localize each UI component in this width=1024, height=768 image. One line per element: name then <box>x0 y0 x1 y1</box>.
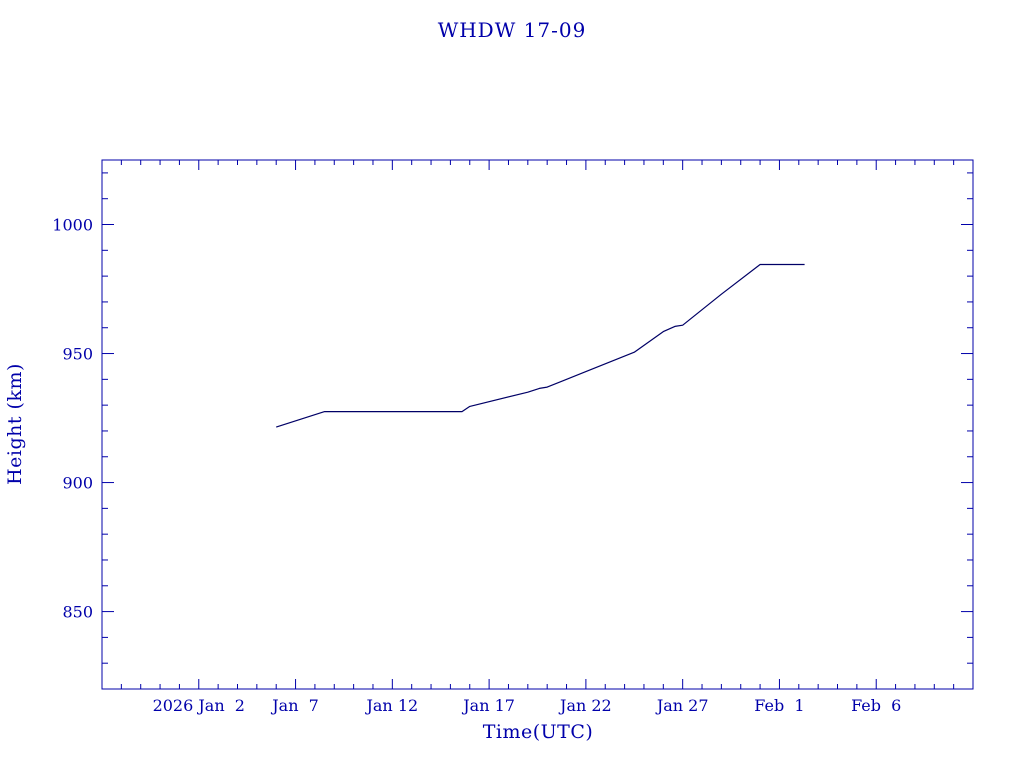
plot-area: 2026 Jan 2 Jan 7 Jan 12 Jan 17 Jan 22 Jan 27 F… <box>52 159 974 715</box>
x-tick-label: Jan 7 <box>270 696 319 715</box>
y-axis-ticks: 850 900 950 1000 <box>52 216 93 622</box>
x-axis-label: Time(UTC) <box>483 721 594 743</box>
x-tick-label: Feb 1 <box>754 696 804 715</box>
series-line <box>276 263 805 428</box>
y-axis-label: Height (km) <box>4 363 26 485</box>
x-axis-ticks: 2026 Jan 2 Jan 7 Jan 12 Jan 17 Jan 22 Jan 27 F… <box>153 696 902 715</box>
plot-frame <box>101 159 974 690</box>
x-tick-label: Feb 6 <box>851 696 901 715</box>
series-layer <box>276 263 805 428</box>
y-tick-label: 950 <box>62 345 93 364</box>
x-tick-label: Jan 12 <box>364 696 418 715</box>
x-tick-label: Jan 27 <box>655 696 709 715</box>
y-tick-label: 850 <box>62 603 93 622</box>
minor-ticks <box>101 160 974 690</box>
y-tick-label: 1000 <box>52 216 93 235</box>
chart-title: WHDW 17-09 <box>438 18 587 42</box>
y-tick-label: 900 <box>62 474 93 493</box>
x-tick-label: 2026 Jan 2 <box>153 696 245 715</box>
x-tick-label: Jan 22 <box>558 696 612 715</box>
x-tick-label: Jan 17 <box>461 696 515 715</box>
